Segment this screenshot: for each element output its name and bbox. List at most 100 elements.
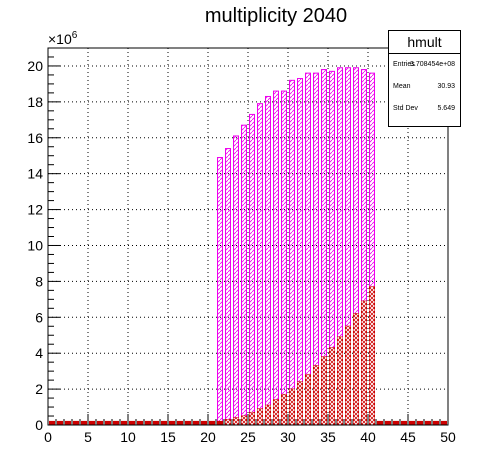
grid: [48, 48, 448, 425]
bar: [121, 420, 127, 426]
y-axis-tick-labels: 0 2 4 6 8 10 12 14 16 18 20: [27, 58, 43, 433]
bar-hatch: [305, 374, 311, 425]
bar: [409, 420, 415, 426]
axis-ticks: [47, 47, 449, 426]
bar: [257, 103, 263, 426]
bar: [81, 420, 87, 426]
bar: [385, 420, 391, 426]
bar: [201, 420, 207, 426]
y-tick-label: 14: [27, 166, 43, 182]
bar: [193, 420, 199, 426]
bar: [377, 420, 383, 426]
bar: [297, 78, 303, 426]
stats-box: hmult Entries 3.708454e+08 Mean 30.93 St…: [388, 30, 461, 127]
bar-hatch: [289, 389, 295, 425]
stats-row-stddev: Std Dev 5.649: [389, 98, 460, 120]
bar: [265, 95, 271, 426]
stats-key: Entries: [393, 61, 415, 68]
bar: [217, 420, 223, 426]
x-tick-label: 50: [440, 429, 456, 445]
bar: [145, 420, 151, 426]
bar: [105, 420, 111, 426]
y-tick-label: 8: [35, 273, 43, 289]
bar: [129, 420, 135, 426]
bar: [241, 124, 247, 426]
bar-hatch: [353, 313, 359, 425]
bar: [289, 79, 295, 426]
stats-row-entries: Entries 3.708454e+08: [389, 54, 460, 76]
bar: [249, 113, 255, 426]
bar-hatch: [313, 365, 319, 425]
bar: [97, 420, 103, 426]
bar: [281, 90, 287, 426]
stats-value: 3.708454e+08: [410, 61, 455, 68]
bar: [73, 420, 79, 426]
x-tick-label: 30: [280, 429, 296, 445]
stats-value: 5.649: [437, 105, 455, 112]
y-tick-label: 2: [35, 381, 43, 397]
y-tick-label: 16: [27, 130, 43, 146]
bar: [49, 420, 55, 426]
y-axis-exponent: ×106: [48, 30, 78, 47]
y-tick-label: 0: [35, 417, 43, 433]
bar: [177, 420, 183, 426]
bar: [169, 420, 175, 426]
bar: [209, 420, 215, 426]
bar-hatch: [297, 381, 303, 425]
stats-value: 30.93: [437, 83, 455, 90]
bar: [217, 157, 223, 426]
bar-hatch: [321, 356, 327, 425]
x-tick-label: 40: [360, 429, 376, 445]
bar-hatch: [241, 416, 247, 425]
y-tick-label: 4: [35, 345, 43, 361]
y-tick-label: 12: [27, 202, 43, 218]
bar: [273, 90, 279, 426]
bar: [113, 420, 119, 426]
bar: [425, 420, 431, 426]
bar: [137, 420, 143, 426]
bar-hatch: [257, 408, 263, 425]
bar: [89, 420, 95, 426]
bar: [153, 420, 159, 426]
stats-title: hmult: [389, 31, 460, 54]
stats-row-mean: Mean 30.93: [389, 76, 460, 98]
x-axis-tick-labels: 0 5 10 15 20 25 30 35 40 45 50: [44, 429, 456, 445]
bar: [225, 148, 231, 426]
bar: [57, 420, 63, 426]
bar: [417, 420, 423, 426]
bar: [401, 420, 407, 426]
bar-hatch: [281, 394, 287, 425]
bar: [65, 420, 71, 426]
x-tick-label: 25: [240, 429, 256, 445]
y-tick-label: 20: [27, 58, 43, 74]
y-tick-label: 6: [35, 309, 43, 325]
bar: [161, 420, 167, 426]
bar: [393, 420, 399, 426]
bar-hatch: [337, 337, 343, 425]
bar: [433, 420, 439, 426]
y-tick-label: 18: [27, 94, 43, 110]
series-red: [49, 286, 447, 426]
bar-hatch: [233, 417, 239, 425]
x-tick-label: 10: [120, 429, 136, 445]
x-tick-label: 15: [160, 429, 176, 445]
bar-hatch: [329, 347, 335, 425]
bar: [441, 420, 447, 426]
bar-hatch: [361, 301, 367, 425]
bar-hatch: [249, 412, 255, 425]
bar-hatch: [225, 419, 231, 425]
bar-hatch: [369, 286, 375, 425]
bar-hatch: [273, 399, 279, 425]
stats-key: Mean: [393, 83, 411, 90]
bar: [305, 72, 311, 426]
x-tick-label: 5: [84, 429, 92, 445]
x-tick-label: 20: [200, 429, 216, 445]
chart-title: multiplicity 2040: [205, 5, 347, 27]
bar: [185, 420, 191, 426]
x-tick-label: 35: [320, 429, 336, 445]
x-tick-label: 0: [44, 429, 52, 445]
bar-hatch: [265, 405, 271, 425]
bar-hatch: [345, 326, 351, 425]
bar: [233, 135, 239, 426]
